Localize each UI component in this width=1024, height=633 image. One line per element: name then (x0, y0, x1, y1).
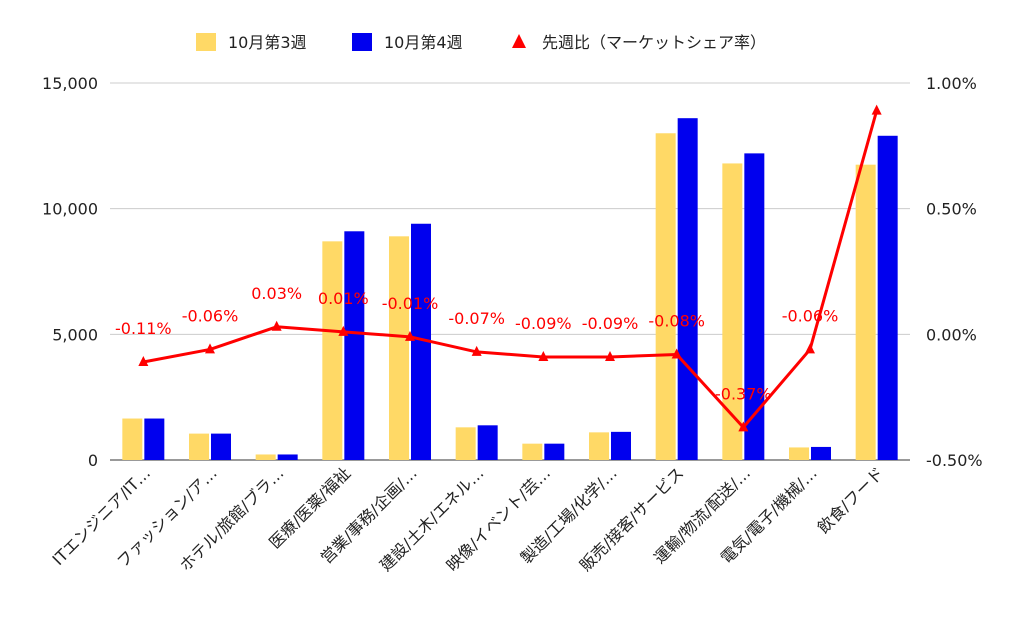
bar-week3 (855, 164, 876, 460)
bar-week3 (789, 447, 809, 460)
left-tick-label: 5,000 (52, 325, 98, 344)
legend: 10月第3週 10月第4週 先週比（マーケットシェア率） (196, 33, 766, 52)
data-labels: -0.11% -0.06% 0.03% 0.01% -0.01% -0.07% -0.09%… (115, 284, 838, 404)
bar-week4 (277, 454, 298, 460)
bar-week4 (544, 443, 565, 460)
legend-label: 10月第3週 (228, 33, 307, 52)
right-tick-label: 1.00% (926, 74, 977, 93)
bar-week3 (389, 236, 409, 460)
bar-week4 (344, 231, 365, 460)
share-data-label: 0.01% (318, 289, 369, 308)
bar-week4 (677, 118, 698, 460)
share-data-label: -0.09% (515, 314, 572, 333)
bar-week4 (744, 153, 765, 460)
legend-item-2: 10月第4週 (352, 33, 463, 52)
share-data-label: -0.08% (648, 311, 705, 330)
share-data-label: -0.37% (715, 384, 772, 403)
bar-week3 (189, 433, 209, 460)
legend-item-1: 10月第3週 (196, 33, 307, 52)
share-data-label: -0.01% (382, 294, 439, 313)
bar-week4 (477, 425, 498, 460)
right-axis: -0.50% 0.00% 0.50% 1.00% (926, 74, 983, 470)
bar-week4 (144, 418, 165, 460)
share-point (605, 350, 615, 361)
bar-week4 (611, 431, 631, 460)
share-point (671, 348, 682, 359)
bar-week3 (522, 443, 543, 460)
share-line (138, 104, 882, 432)
left-axis: 0 5,000 10,000 15,000 (42, 74, 98, 470)
share-data-label: -0.11% (115, 319, 172, 338)
bar-week3 (255, 454, 276, 460)
bar-week4 (411, 223, 431, 460)
right-tick-label: -0.50% (926, 451, 983, 470)
share-point (205, 343, 215, 354)
bar-week4 (877, 135, 898, 460)
share-data-label: -0.06% (782, 306, 839, 325)
category-axis: ITエンジニア/IT…ファッション/ア…ホテル/旅館/ブラ…医療/医薬/福祉営業… (49, 463, 888, 575)
share-data-label: -0.09% (582, 314, 639, 333)
bar-week4 (211, 433, 231, 460)
legend-swatch (196, 33, 216, 51)
share-point (871, 104, 882, 115)
share-point (338, 325, 349, 336)
left-tick-label: 0 (88, 451, 98, 470)
legend-item-3: 先週比（マーケットシェア率） (512, 33, 766, 52)
bar-week3 (122, 418, 143, 460)
bar-week3 (722, 163, 743, 460)
legend-swatch (352, 33, 372, 51)
legend-triangle-icon (512, 34, 526, 48)
share-point (138, 355, 149, 366)
category-label: 飲食/フード (814, 463, 888, 537)
bar-week3 (589, 432, 609, 460)
share-line-path (143, 110, 879, 429)
legend-label: 先週比（マーケットシェア率） (542, 33, 766, 52)
bar-week3 (655, 133, 676, 460)
share-point (738, 421, 749, 432)
share-point (538, 350, 549, 361)
bar-week4 (811, 446, 831, 460)
bar-week3 (322, 241, 343, 460)
left-tick-label: 15,000 (42, 74, 98, 93)
share-point (471, 345, 482, 356)
gridlines (110, 82, 910, 461)
share-point (271, 320, 282, 331)
right-tick-label: 0.00% (926, 325, 977, 344)
share-data-label: -0.07% (448, 309, 505, 328)
share-data-label: -0.06% (182, 306, 239, 325)
left-tick-label: 10,000 (42, 200, 98, 219)
bar-week3 (455, 427, 476, 460)
share-point (805, 343, 815, 354)
share-data-label: 0.03% (251, 284, 302, 303)
bars (122, 118, 898, 460)
right-tick-label: 0.50% (926, 200, 977, 219)
share-point (405, 330, 415, 341)
legend-label: 10月第4週 (384, 33, 463, 52)
